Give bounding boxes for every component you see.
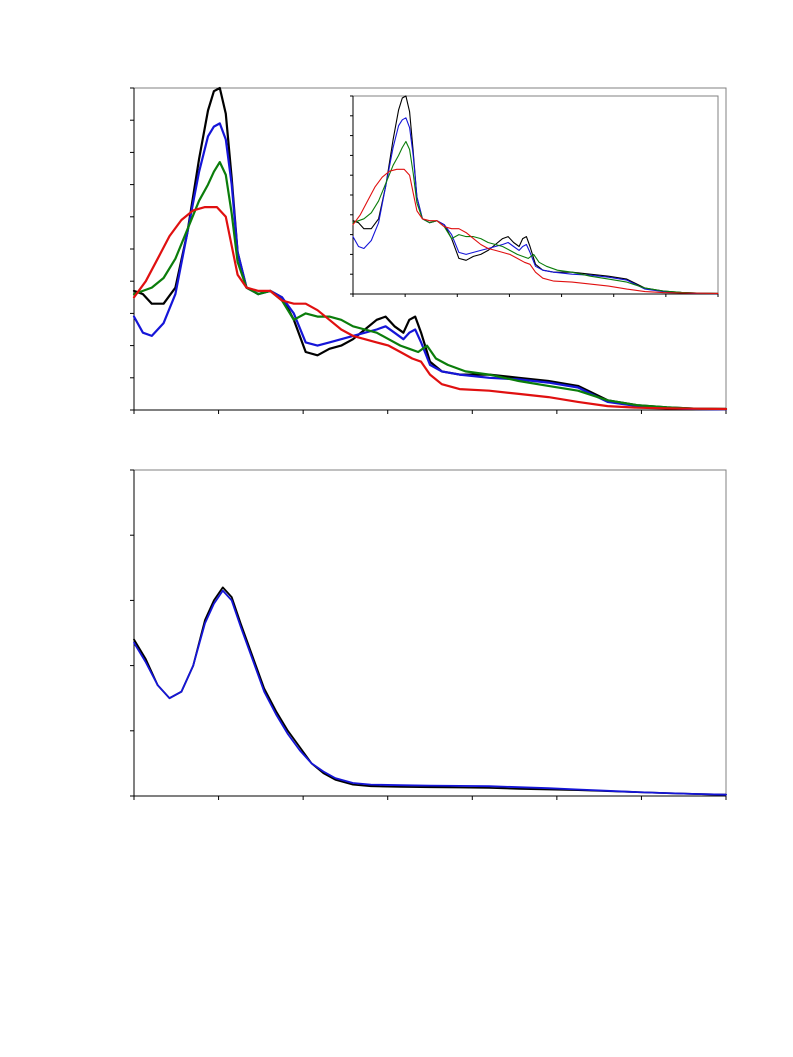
- top-spectrum-chart: [130, 86, 728, 414]
- inset-spectrum-chart: [350, 95, 719, 297]
- series-line-2: [133, 589, 727, 796]
- bottom-chart-y-ticks: [130, 469, 135, 797]
- series-line-3: [132, 161, 728, 411]
- series-line-2: [352, 117, 719, 295]
- series-line-1: [133, 586, 727, 796]
- inset-chart-series: [352, 95, 719, 295]
- bottom-chart-frame: [133, 469, 727, 797]
- series-line-4: [352, 168, 719, 294]
- series-line-4: [132, 206, 728, 411]
- top-chart-series: [132, 86, 728, 411]
- series-line-1: [352, 95, 719, 294]
- inset-chart-y-ticks: [350, 95, 354, 295]
- series-line-3: [352, 140, 719, 294]
- series-line-2: [132, 122, 728, 411]
- top-chart-x-ticks: [133, 409, 727, 414]
- bottom-chart-x-ticks: [133, 795, 727, 800]
- inset-chart-x-ticks: [352, 293, 719, 297]
- bottom-chart-series: [133, 586, 727, 796]
- series-line-1: [132, 86, 728, 411]
- top-chart-y-ticks: [130, 87, 135, 411]
- bottom-spectrum-chart: [130, 469, 727, 800]
